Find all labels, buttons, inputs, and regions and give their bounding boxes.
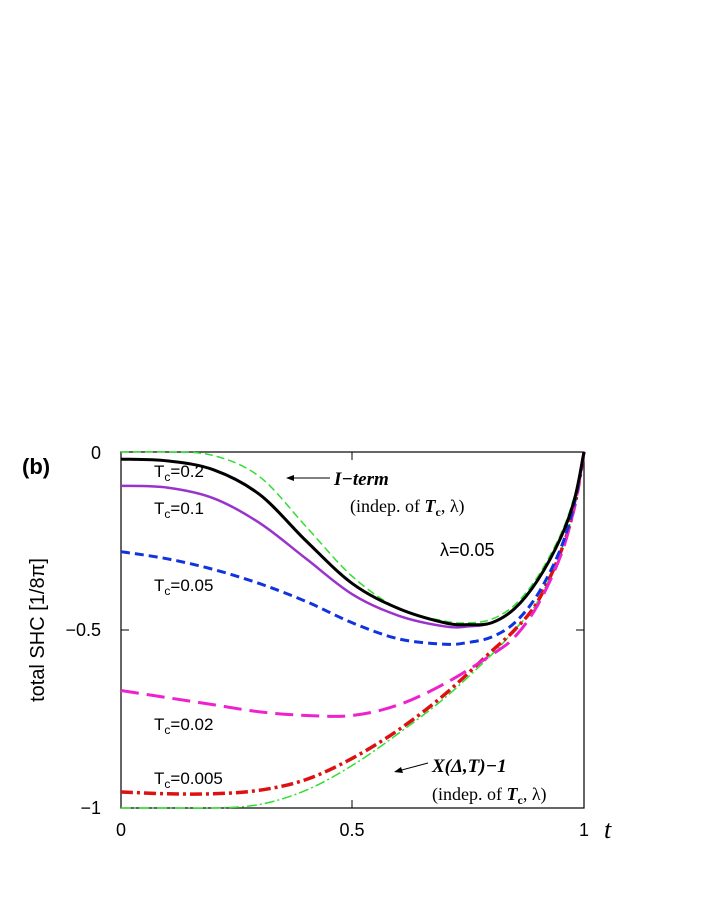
label-tc-0.005: Tc=0.005 — [154, 769, 223, 791]
y-tick-label-2: −1 — [80, 798, 101, 818]
x-tick-label-0: 0 — [116, 820, 126, 840]
arrow-xterm-head — [394, 767, 403, 773]
iterm-label: I−term — [333, 469, 389, 490]
x-tick-label-1: 0.5 — [339, 820, 364, 840]
annotation-iterm: I−term (indep. of Tc, λ) — [286, 469, 465, 519]
y-axis-label: total SHC [1/8π] — [27, 558, 49, 702]
arrow-xterm-line — [397, 762, 429, 772]
panel-label: (b) — [22, 454, 50, 479]
arrow-iterm-head — [286, 475, 294, 481]
label-tc-0.02: Tc=0.02 — [154, 715, 213, 737]
label-tc-0.05: Tc=0.05 — [154, 576, 213, 598]
series-line-iterm — [120, 450, 585, 624]
series-line-tc-0.05 — [120, 451, 586, 646]
y-tick-label-0: 0 — [91, 443, 101, 463]
series-line-xterm — [120, 451, 585, 810]
lambda-label: λ=0.05 — [440, 540, 495, 560]
xterm-note: (indep. of Tc, λ) — [432, 784, 547, 807]
iterm-note: (indep. of Tc, λ) — [350, 496, 465, 519]
label-tc-0.1: Tc=0.1 — [154, 499, 204, 521]
series-line-tc-0.2 — [120, 451, 586, 627]
series-group — [120, 450, 586, 810]
label-tc-0.2: Tc=0.2 — [154, 462, 204, 484]
x-tick-label-2: 1 — [579, 820, 589, 840]
x-axis-label: t — [604, 815, 612, 844]
y-tick-label-1: −0.5 — [65, 620, 101, 640]
annotation-xterm: X(Δ,T)−1 (indep. of Tc, λ) — [394, 756, 547, 807]
series-line-tc-0.02 — [120, 451, 586, 718]
xterm-label: X(Δ,T)−1 — [431, 756, 507, 777]
